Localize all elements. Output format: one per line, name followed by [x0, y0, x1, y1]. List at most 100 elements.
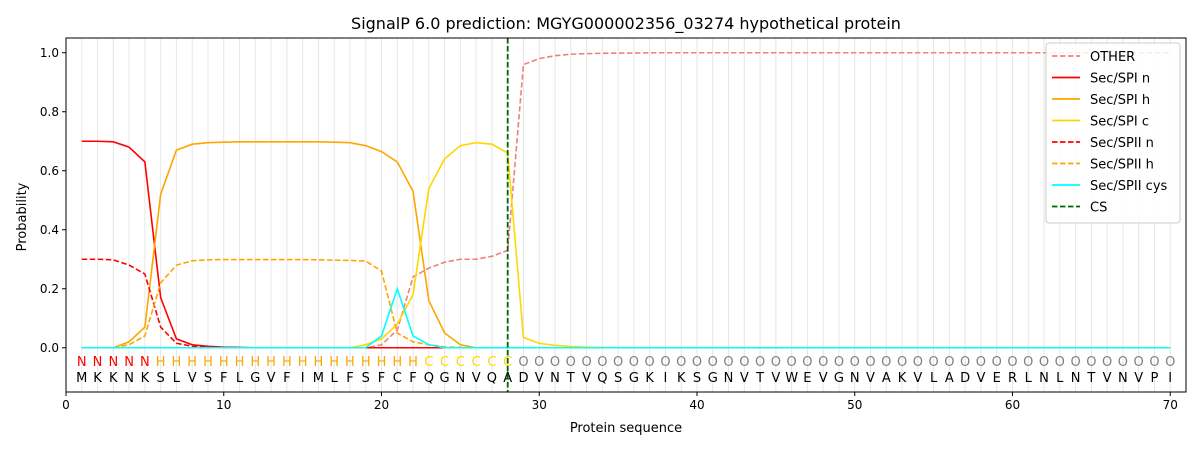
residue-label: E [993, 371, 1001, 386]
y-tick-label: 0.6 [40, 164, 59, 178]
residue-label: N [1039, 371, 1049, 386]
y-tick-label: 1.0 [40, 46, 59, 60]
residue-label: A [945, 371, 954, 386]
residue-label: N [1118, 371, 1128, 386]
residue-label: V [913, 371, 922, 386]
residue-label: V [472, 371, 481, 386]
region-label: O [1134, 355, 1144, 370]
residue-label: L [173, 371, 181, 386]
residue-label: L [1056, 371, 1064, 386]
x-tick-label: 20 [374, 398, 389, 412]
region-label: O [1055, 355, 1065, 370]
x-tick-label: 70 [1163, 398, 1178, 412]
region-label: H [392, 355, 402, 370]
residue-label: N [455, 371, 465, 386]
residue-label: M [313, 371, 324, 386]
region-label: O [550, 355, 560, 370]
y-tick-label: 0.4 [40, 223, 59, 237]
region-label: N [140, 355, 150, 370]
residue-label: V [976, 371, 985, 386]
series-line [81, 140, 1171, 349]
series-lines [81, 51, 1171, 349]
region-label: O [613, 355, 623, 370]
residue-label: C [393, 371, 402, 386]
residue-label: L [236, 371, 244, 386]
region-label: O [1086, 355, 1096, 370]
legend-label: OTHER [1090, 50, 1135, 65]
region-label: O [1118, 355, 1128, 370]
region-label: N [93, 355, 103, 370]
region-label: O [881, 355, 891, 370]
y-tick-label: 0.2 [40, 282, 59, 296]
x-tick-label: 60 [1005, 398, 1020, 412]
series-line [81, 286, 1171, 349]
region-label: O [976, 355, 986, 370]
region-label: O [739, 355, 749, 370]
residue-label: Q [424, 371, 434, 386]
residue-label: S [693, 371, 701, 386]
residue-label: K [898, 371, 907, 386]
x-tick-label: 40 [689, 398, 704, 412]
residue-label: V [1134, 371, 1143, 386]
region-label: H [408, 355, 418, 370]
y-axis-label: Probability [15, 182, 30, 251]
residue-label: K [93, 371, 102, 386]
residue-label: K [645, 371, 654, 386]
region-label: O [518, 355, 528, 370]
region-label: O [1039, 355, 1049, 370]
y-tick-label: 0.0 [40, 341, 59, 355]
residue-label: G [250, 371, 260, 386]
region-label: N [77, 355, 87, 370]
x-axis-label: Protein sequence [570, 421, 682, 436]
residue-label: M [76, 371, 87, 386]
legend-label: Sec/SPII h [1090, 158, 1154, 173]
region-label: H [156, 355, 166, 370]
residue-label: V [819, 371, 828, 386]
legend-label: Sec/SPI h [1090, 93, 1150, 108]
region-label: O [787, 355, 797, 370]
region-label: H [250, 355, 260, 370]
residue-label: N [124, 371, 134, 386]
residue-label: A [882, 371, 891, 386]
residue-label: V [1103, 371, 1112, 386]
region-label: O [629, 355, 639, 370]
residue-label: Q [487, 371, 497, 386]
region-label: H [282, 355, 292, 370]
x-axis-ticks: 0 10 20 30 40 50 60 70 [62, 392, 1178, 412]
residue-label: G [440, 371, 450, 386]
residue-label: T [1086, 371, 1095, 386]
plot-frame [65, 37, 1187, 393]
x-tick-label: 50 [847, 398, 862, 412]
residue-label: F [346, 371, 353, 386]
region-label: O [897, 355, 907, 370]
residue-label: V [188, 371, 197, 386]
residue-label: E [803, 371, 811, 386]
region-label: C [472, 355, 481, 370]
residue-label: D [960, 371, 970, 386]
region-label: H [345, 355, 355, 370]
legend: OTHER Sec/SPI n Sec/SPI h Sec/SPI c Sec/SPII… [1045, 42, 1181, 224]
region-label: H [266, 355, 276, 370]
region-label: H [235, 355, 245, 370]
region-label: N [124, 355, 134, 370]
region-label: O [1102, 355, 1112, 370]
region-label: C [456, 355, 465, 370]
region-label: O [597, 355, 607, 370]
x-tick-label: 0 [62, 398, 70, 412]
residue-label: D [518, 371, 528, 386]
region-label: O [771, 355, 781, 370]
legend-label: Sec/SPI n [1090, 72, 1150, 87]
residue-label: F [378, 371, 385, 386]
legend-label: Sec/SPII n [1090, 136, 1154, 151]
residue-label: V [582, 371, 591, 386]
region-label: H [203, 355, 213, 370]
residue-label: N [850, 371, 860, 386]
residue-label: V [267, 371, 276, 386]
region-label: O [913, 355, 923, 370]
residue-label: L [1025, 371, 1033, 386]
region-label: H [172, 355, 182, 370]
y-axis-ticks: 0.0 0.2 0.4 0.6 0.8 1.0 [40, 46, 66, 355]
region-label: O [1007, 355, 1017, 370]
region-label: O [676, 355, 686, 370]
